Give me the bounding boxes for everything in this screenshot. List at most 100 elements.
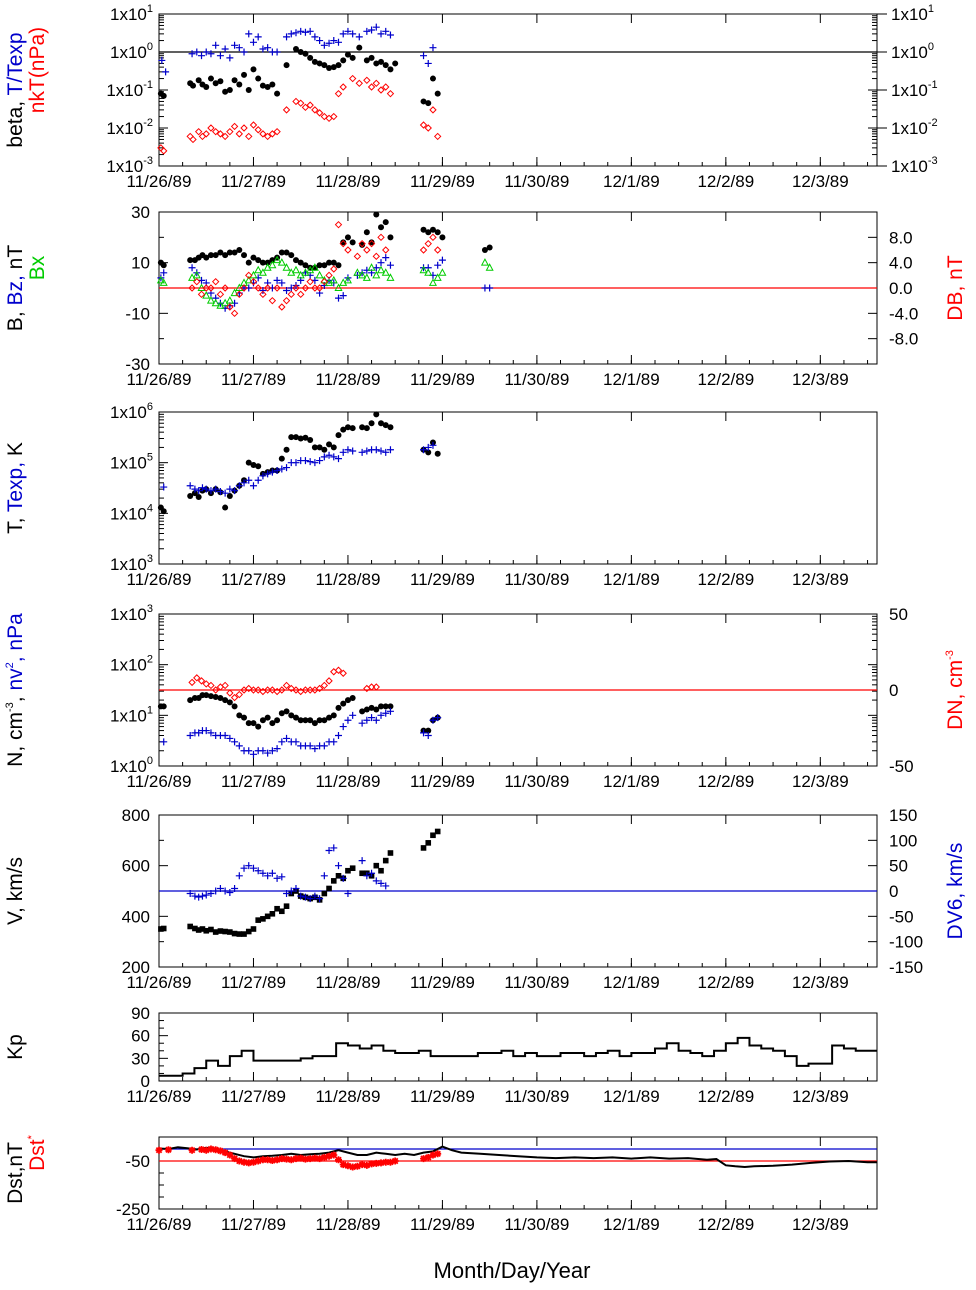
n-panel-point <box>367 683 376 691</box>
kp-panel-y-tick-label: 60 <box>131 1027 150 1046</box>
b-panel-point <box>353 252 362 261</box>
v-panel-point <box>311 892 319 900</box>
beta-panel-point <box>420 98 427 105</box>
beta-panel-x-tick-label: 12/2/89 <box>697 172 754 191</box>
dst-panel-point <box>188 1146 196 1154</box>
dst-panel-y-label: Dst,nT <box>4 1142 27 1204</box>
t-panel-point <box>259 472 267 480</box>
b-panel-point <box>188 284 196 292</box>
dst-panel-data <box>155 1145 877 1171</box>
v-panel-point <box>254 867 262 875</box>
dst-panel-point <box>320 1153 328 1161</box>
beta-panel-point <box>190 82 197 89</box>
beta-panel-point <box>424 59 432 67</box>
t-panel-point <box>382 448 390 456</box>
n-panel-point <box>235 690 244 699</box>
n-panel-point <box>197 677 206 685</box>
n-panel: 11/26/89 11/27/89 11/28/89 11/29/89 11/30/89… <box>110 603 914 791</box>
b-panel-y-right-tick-label: 4.0 <box>889 254 913 273</box>
t-panel-point <box>330 453 338 461</box>
n-panel-point <box>301 686 310 694</box>
n-panel-point <box>344 716 352 724</box>
b-panel-point <box>236 247 243 253</box>
beta-panel-y-tick-label: 1x10-2 <box>106 117 153 138</box>
n-panel-point <box>203 692 210 699</box>
v-panel-point <box>382 882 390 890</box>
n-panel-point <box>429 716 437 724</box>
n-panel-point <box>278 686 286 694</box>
beta-panel-point <box>292 45 299 52</box>
beta-panel-point <box>419 121 428 129</box>
b-panel-point <box>420 226 427 233</box>
beta-panel-point <box>250 66 257 73</box>
n-panel-point <box>320 681 329 690</box>
beta-panel: 11/26/89 11/27/89 11/28/89 11/29/89 11/30/89… <box>106 3 937 191</box>
n-panel-point <box>278 738 286 746</box>
b-panel-point <box>310 263 319 271</box>
n-panel-point <box>188 678 196 687</box>
beta-panel-point <box>316 60 323 67</box>
t-panel-point <box>335 432 342 439</box>
b-panel-point <box>372 270 381 279</box>
kp-panel-x-tick-label: 11/29/89 <box>410 1087 475 1106</box>
beta-panel-point <box>195 77 202 84</box>
t-panel-point <box>292 459 300 467</box>
beta-panel-point <box>349 54 356 61</box>
dst-panel-point <box>259 1156 267 1164</box>
n-panel-point <box>249 686 258 694</box>
v-panel-point <box>420 845 427 851</box>
n-panel-point <box>325 677 333 685</box>
t-panel-point <box>288 434 295 441</box>
beta-panel-point <box>283 33 291 41</box>
b-panel-y-right-tick-label: -4.0 <box>889 304 918 323</box>
beta-panel-point <box>259 45 267 53</box>
b-panel-point <box>320 277 329 286</box>
t-panel-point <box>160 483 168 491</box>
n-panel-point <box>373 706 380 713</box>
n-panel-point <box>307 717 314 724</box>
n-panel-point <box>217 694 224 701</box>
beta-panel-point <box>434 90 441 97</box>
b-panel-point <box>316 262 323 269</box>
n-panel-x-tick-label: 11/26/89 <box>127 772 192 791</box>
t-panel-point <box>268 468 276 476</box>
b-panel-y-tick-label: 10 <box>131 254 150 273</box>
v-panel-point <box>259 869 267 877</box>
t-panel-point <box>302 434 309 441</box>
dst-panel-series-line <box>158 1145 877 1169</box>
b-panel-point <box>424 239 432 248</box>
b-panel-point <box>226 249 233 256</box>
b-panel-x-tick-label: 11/28/89 <box>315 370 380 389</box>
beta-panel-point <box>344 27 352 35</box>
beta-panel-point <box>263 132 272 141</box>
n-panel-point <box>335 704 342 711</box>
dst-panel-point <box>221 1149 229 1157</box>
beta-panel-y-tick-label: 1x101 <box>110 3 153 24</box>
dst-panel-point <box>391 1157 399 1165</box>
beta-panel-point <box>372 23 380 31</box>
n-panel-point <box>212 694 219 701</box>
b-panel-y-right-label: DB, nT <box>944 255 967 321</box>
b-panel-point <box>273 284 281 292</box>
n-panel-point <box>292 738 300 746</box>
v-panel-point <box>245 862 253 870</box>
kp-panel-frame <box>158 1012 878 1082</box>
t-panel-point <box>330 444 337 451</box>
n-panel-data <box>157 666 442 758</box>
n-panel-point <box>326 714 333 721</box>
beta-panel-point <box>355 79 363 88</box>
b-panel-y-right-tick-label: 0.0 <box>889 279 913 298</box>
n-panel-point <box>193 674 201 682</box>
dst-panel-point <box>349 1163 357 1171</box>
b-panel-point <box>283 249 290 256</box>
b-panel-point <box>250 254 257 261</box>
beta-panel-x-tick-label: 11/29/89 <box>410 172 475 191</box>
beta-panel-point <box>377 86 385 94</box>
n-panel-point <box>372 683 380 691</box>
b-panel-point <box>485 263 494 271</box>
t-panel-point <box>344 424 351 431</box>
t-panel-point <box>301 457 309 465</box>
n-panel-point <box>363 706 370 713</box>
beta-panel-point <box>297 27 305 35</box>
dst-panel-point <box>377 1159 385 1167</box>
